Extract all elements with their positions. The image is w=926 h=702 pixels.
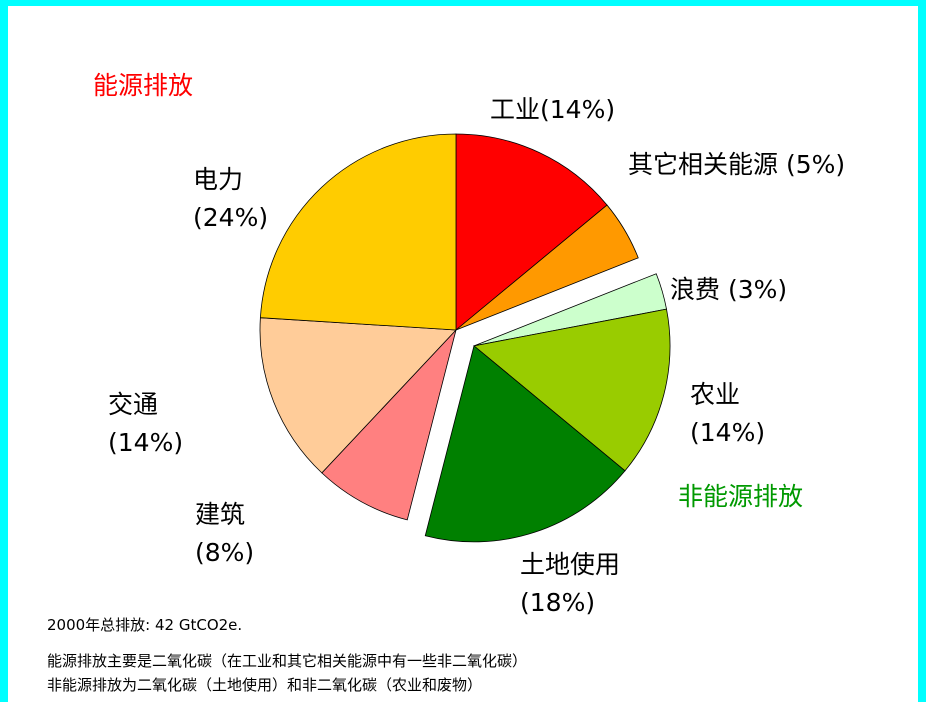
note: 非能源排放为二氧化碳（土地使用）和非二氧化碳（农业和废物） [47,676,482,694]
category-label: 交通 [108,390,158,419]
slice-label: 其它相关能源 (5%) [628,150,845,179]
slice-label: 工业(14%) [490,95,615,124]
value-label: (24%) [193,203,268,232]
slice-label: 农业 (14%) [690,380,765,447]
pie-slice [455,133,608,331]
pie-slice [424,345,626,543]
slice-label: 浪费 (3%) [670,275,787,304]
slice-label: 交通 (14%) [108,390,183,457]
pie-slice [473,308,671,472]
category-label: 工业 [490,95,540,124]
category-label: 其它相关能源 [628,150,778,179]
slice-label: 建筑 (8%) [195,500,254,567]
category-label: 土地使用 [520,550,620,579]
value-label: (5%) [786,150,845,179]
category-label: 农业 [690,380,740,409]
value-label: (18%) [520,588,595,617]
pie-slice [259,317,457,474]
pie-slice [321,329,457,521]
category-label: 电力 [193,165,243,194]
note: 能源排放主要是二氧化碳（在工业和其它相关能源中有一些非二氧化碳） [47,652,527,670]
value-label: (14%) [690,418,765,447]
category-label: 建筑 [195,500,245,529]
pie-slice [259,133,457,331]
value-label: (3%) [728,275,787,304]
value-label: (8%) [195,538,254,567]
pie-slice [455,204,639,331]
pie [259,133,671,543]
value-label: (14%) [540,95,615,124]
slice-label: 土地使用 (18%) [520,550,620,617]
background [8,6,918,702]
note: 2000年总排放: 42 GtCO2e. [47,616,242,634]
slice-label: 电力 (24%) [193,165,268,232]
group-label: 能源排放 [93,71,193,100]
value-label: (14%) [108,428,183,457]
group-label: 非能源排放 [678,482,803,511]
category-label: 浪费 [670,275,720,304]
